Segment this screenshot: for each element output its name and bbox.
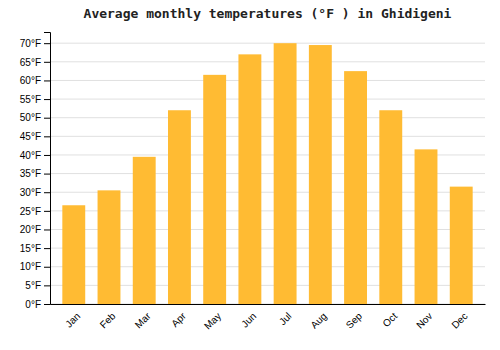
chart: 0°F 5°F 10°F 15°F 20°F 25°F 30°F 35°F 40°F 45°F 50… (0, 0, 500, 350)
tick: 70°F (20, 38, 50, 49)
tick-mark (44, 99, 50, 100)
grid-line (50, 99, 485, 100)
axis-line (51, 304, 486, 305)
grid-line (50, 117, 485, 118)
bar (62, 205, 85, 304)
tick: Oct (380, 310, 399, 329)
tick: 35°F (20, 168, 50, 179)
tick-label: Jul (277, 310, 294, 327)
tick: Aug (308, 310, 328, 330)
tick: 10°F (20, 261, 50, 272)
x-axis: Jan Feb Mar Apr May Jun Jul Aug Sep Oct Nov Dec (51, 305, 486, 332)
tick-label: 30°F (20, 187, 41, 198)
tick-label: 0°F (25, 299, 41, 310)
tick-label: 25°F (20, 206, 41, 217)
tick: Jun (239, 310, 258, 329)
tick-mark (44, 136, 50, 137)
tick-label: Dec (449, 310, 469, 330)
bar (344, 71, 367, 304)
tick-label: 10°F (20, 261, 41, 272)
bar (450, 187, 473, 304)
tick-label: 40°F (20, 150, 41, 161)
tick-label: 50°F (20, 112, 41, 123)
bars (62, 43, 472, 304)
tick: 20°F (20, 224, 50, 235)
tick: 25°F (20, 206, 50, 217)
tick-label: Nov (414, 310, 434, 330)
tick-mark (44, 285, 50, 286)
tick-mark (44, 80, 50, 81)
grid-line (50, 136, 485, 137)
tick-mark (44, 62, 50, 63)
tick-mark (44, 248, 50, 249)
tick-mark (44, 192, 50, 193)
tick: Jul (277, 310, 294, 327)
tick-mark (44, 43, 50, 44)
tick-label: 70°F (20, 38, 41, 49)
bar (203, 75, 226, 304)
tick-label: 65°F (20, 57, 41, 68)
grid-line (50, 43, 485, 44)
tick: May (202, 310, 223, 331)
tick: 5°F (25, 280, 50, 291)
tick-label: 20°F (20, 224, 41, 235)
bar (238, 54, 261, 304)
tick-label: Aug (308, 310, 328, 330)
tick: Jan (63, 310, 82, 329)
tick-mark (44, 267, 50, 268)
bar (98, 190, 121, 304)
tick: 0°F (25, 299, 50, 310)
tick-label: Mar (133, 310, 153, 330)
bar (168, 110, 191, 304)
tick-mark (44, 229, 50, 230)
tick-label: 55°F (20, 94, 41, 105)
title: Average monthly temperatures (°F ) in Gh… (84, 6, 452, 21)
tick: 40°F (20, 150, 50, 161)
tick: 15°F (20, 243, 50, 254)
bar (309, 45, 332, 304)
tick-label: Jan (63, 310, 82, 329)
tick: 30°F (20, 187, 50, 198)
tick: Apr (169, 310, 188, 329)
tick-label: Feb (98, 310, 118, 330)
tick-mark (44, 118, 50, 119)
tick-label: Jun (239, 310, 258, 329)
bar (415, 149, 438, 304)
tick-mark (44, 304, 50, 305)
tick-label: 35°F (20, 168, 41, 179)
tick: 50°F (20, 112, 50, 123)
tick-label: 15°F (20, 243, 41, 254)
tick-label: 60°F (20, 75, 41, 86)
tick: Sep (344, 310, 365, 331)
tick-label: 45°F (20, 131, 41, 142)
bar (133, 157, 156, 304)
tick: Dec (449, 310, 469, 330)
tick-label: Apr (169, 310, 188, 329)
grid-line (50, 80, 485, 81)
grid (50, 43, 485, 304)
tick-label: May (202, 310, 223, 331)
tick: Feb (98, 310, 118, 330)
tick-mark (44, 155, 50, 156)
tick: Nov (414, 310, 434, 330)
tick-label: 5°F (25, 280, 41, 291)
y-axis: 0°F 5°F 10°F 15°F 20°F 25°F 30°F 35°F 40°F 45°F 50… (20, 33, 51, 310)
axis-line (44, 33, 51, 305)
tick-label: Sep (344, 310, 365, 331)
tick: 65°F (20, 57, 50, 68)
tick-mark (44, 211, 50, 212)
tick: Mar (133, 310, 153, 330)
tick: 45°F (20, 131, 50, 142)
chart-container: 0°F 5°F 10°F 15°F 20°F 25°F 30°F 35°F 40°F 45°F 50… (0, 0, 500, 350)
tick-mark (44, 174, 50, 175)
tick-label: Oct (380, 310, 399, 329)
bar (379, 110, 402, 304)
tick: 60°F (20, 75, 50, 86)
grid-line (50, 61, 485, 62)
tick: 55°F (20, 94, 50, 105)
bar (274, 43, 297, 304)
